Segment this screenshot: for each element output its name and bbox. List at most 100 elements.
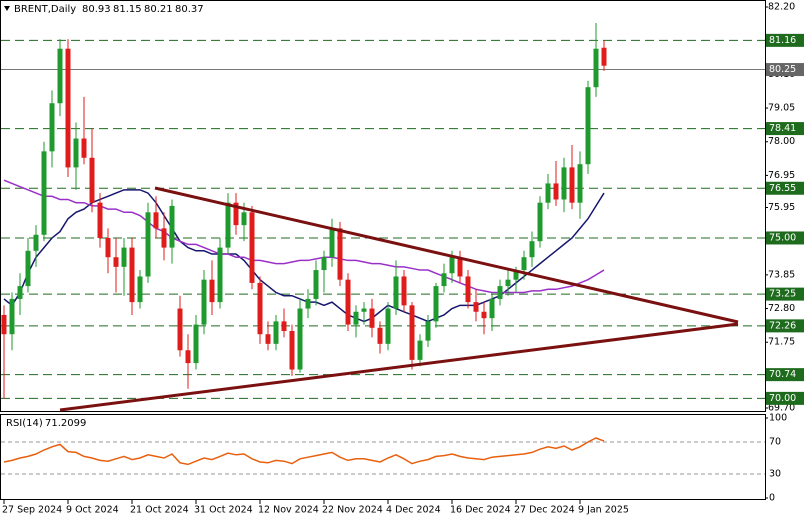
candle-body	[33, 234, 39, 251]
candle-body	[193, 324, 199, 364]
candle-body	[209, 279, 215, 303]
rsi-value: 71.2099	[45, 418, 86, 429]
level-label: 72.26	[769, 320, 796, 331]
candle-body	[321, 257, 327, 271]
plot-area	[1, 23, 765, 399]
candle-body	[345, 279, 351, 325]
candle-body	[305, 298, 311, 309]
x-tick-label: 4 Dec 2024	[386, 505, 441, 516]
candle-body	[417, 340, 423, 360]
level-label: 78.41	[769, 123, 796, 134]
main-panel-frame	[0, 0, 766, 412]
candle-body	[569, 167, 575, 203]
level-label-box	[766, 231, 804, 245]
candle-body	[161, 228, 167, 248]
candle-body	[153, 212, 159, 229]
level-label: 70.74	[769, 369, 796, 380]
candle-body	[369, 308, 375, 328]
level-label: 73.25	[769, 289, 796, 300]
candle-body	[281, 321, 287, 332]
candle-body	[233, 202, 239, 226]
level-label: 70.00	[769, 393, 796, 404]
candle-body	[225, 202, 231, 248]
candle-body	[17, 286, 23, 299]
x-tick-label: 16 Dec 2024	[450, 505, 511, 516]
candle-body	[337, 228, 343, 280]
candle-body	[169, 205, 175, 248]
candle-body	[529, 241, 535, 258]
trend-line	[154, 186, 739, 324]
candle-body	[265, 334, 271, 344]
candle-body	[497, 286, 503, 299]
candle-body	[425, 321, 431, 341]
candle-body	[65, 48, 71, 168]
candle-body	[25, 250, 31, 287]
rsi-tick-label: 0	[769, 493, 775, 504]
rsi-line	[3, 437, 605, 466]
candle-body	[121, 247, 127, 267]
x-tick-label: 9 Oct 2024	[66, 505, 119, 516]
candle-body	[465, 276, 471, 303]
candle-body	[537, 202, 543, 242]
candle-body	[97, 202, 103, 238]
x-tick-label: 9 Jan 2025	[578, 505, 629, 516]
candle-body	[385, 308, 391, 344]
menu-icon	[4, 6, 10, 11]
level-label-box	[766, 391, 804, 405]
y-tick-label: 69.70	[768, 403, 795, 414]
rsi-tick-label: 70	[769, 437, 781, 448]
x-tick-label: 31 Oct 2024	[194, 505, 253, 516]
ohlc-high: 81.15	[113, 4, 142, 15]
candle-body	[553, 183, 559, 200]
candle-body	[457, 257, 463, 277]
x-tick-label: 27 Dec 2024	[514, 505, 575, 516]
candle-body	[377, 327, 383, 344]
y-tick-label: 76.95	[768, 170, 795, 181]
candle-body	[177, 308, 183, 351]
level-label-box	[766, 319, 804, 333]
candle-body	[593, 48, 599, 88]
candle-body	[217, 247, 223, 303]
candle-body	[393, 276, 399, 309]
y-tick-label: 71.75	[768, 337, 795, 348]
ohlc-low: 80.21	[144, 4, 173, 15]
x-tick-label: 27 Sep 2024	[2, 505, 62, 516]
candle-body	[41, 151, 47, 235]
candle-body	[329, 228, 335, 258]
candle-body	[289, 331, 295, 370]
candle-body	[249, 212, 255, 283]
trend-line	[59, 322, 739, 412]
level-label-box	[766, 33, 804, 47]
candle-body	[505, 279, 511, 287]
y-tick-label: 82.20	[768, 2, 795, 13]
x-tick-label: 22 Nov 2024	[322, 505, 383, 516]
candle-body	[201, 279, 207, 325]
level-label: 81.16	[769, 35, 796, 46]
y-tick-label: 79.05	[768, 103, 795, 114]
level-label: 76.55	[769, 183, 796, 194]
price-label: 80.25	[769, 64, 796, 75]
y-tick-label: 78.00	[768, 136, 795, 147]
ohlc-close: 80.37	[175, 4, 204, 15]
candle-body	[257, 282, 263, 335]
rsi-tick-label: 30	[769, 469, 781, 480]
candle-body	[145, 212, 151, 277]
x-tick-label: 12 Nov 2024	[258, 505, 319, 516]
candle-body	[273, 321, 279, 344]
candle-body	[57, 48, 63, 104]
candle-body	[113, 257, 119, 267]
candle-body	[105, 237, 111, 258]
moving-average	[3, 179, 605, 294]
candle-body	[601, 47, 607, 66]
candle-body	[353, 311, 359, 325]
candle-body	[241, 212, 247, 226]
ohlc-open: 80.93	[82, 4, 111, 15]
candle-body	[433, 286, 439, 322]
candle-body	[449, 257, 455, 274]
candle-body	[297, 308, 303, 370]
level-label: 75.00	[769, 232, 796, 243]
candle-body	[473, 302, 479, 312]
candle-body	[561, 167, 567, 200]
